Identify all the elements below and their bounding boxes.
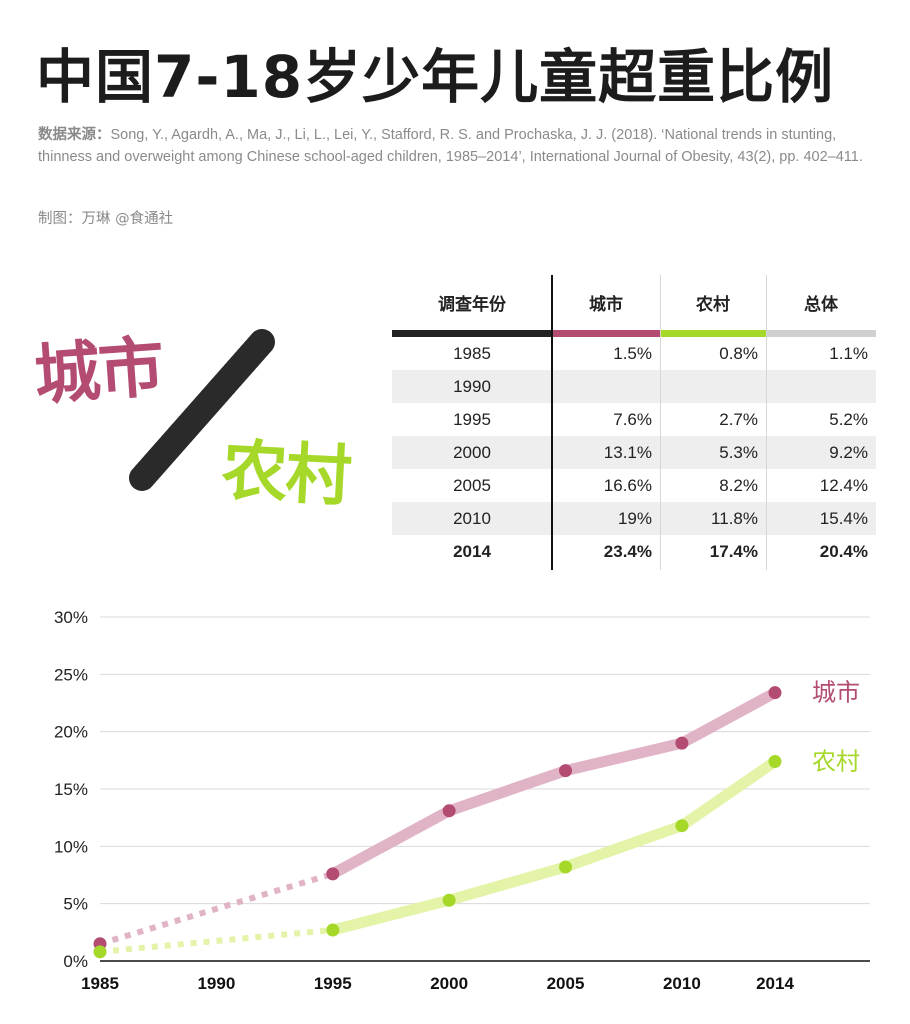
cell-urban: 7.6% — [613, 409, 652, 429]
page-title: 中国7-18岁少年儿童超重比例 — [36, 43, 835, 111]
series-line-dotted — [99, 870, 334, 947]
table-row: 2005 16.6% 8.2% 12.4% — [392, 469, 876, 502]
x-tick-label: 2005 — [547, 974, 585, 993]
y-tick-label: 15% — [54, 780, 88, 799]
y-tick-label: 30% — [54, 608, 88, 627]
cell-total: 15.4% — [819, 508, 868, 528]
data-point — [559, 764, 573, 778]
cell-urban: 1.5% — [613, 343, 652, 363]
header-year: 调查年份 — [438, 295, 506, 315]
table-divider — [660, 275, 661, 570]
data-point — [675, 736, 689, 750]
table-row: 2010 19% 11.8% 15.4% — [392, 502, 876, 535]
x-tick-label: 2014 — [756, 974, 794, 993]
table-row: 2000 13.1% 5.3% 9.2% — [392, 436, 876, 469]
line-chart: 0% 5% 10% 15% 20% 25% 30% 1985 1990 1995 2000 2005 2… — [54, 608, 870, 993]
cell-year: 1990 — [453, 376, 491, 396]
bar-total — [766, 330, 876, 337]
cell-total: 12.4% — [819, 475, 868, 495]
y-tick-label: 10% — [54, 837, 88, 856]
table-row: 1995 7.6% 2.7% 5.2% — [392, 403, 876, 436]
y-tick-label: 0% — [63, 952, 88, 971]
table-divider — [766, 275, 767, 570]
cell-year: 1995 — [453, 409, 491, 429]
data-point — [768, 754, 782, 768]
cell-year: 2010 — [453, 508, 491, 528]
data-point — [442, 804, 456, 818]
chart-credit: 制图：万琳 @食通社 — [38, 211, 174, 227]
data-source-text: Song, Y., Agardh, A., Ma, J., Li, L., Le… — [38, 127, 863, 165]
cell-total: 5.2% — [829, 409, 868, 429]
cell-rural: 5.3% — [719, 442, 758, 462]
cell-rural: 2.7% — [719, 409, 758, 429]
x-tick-label: 2000 — [430, 974, 468, 993]
cell-urban: 19% — [617, 508, 652, 528]
table-divider — [551, 275, 553, 570]
table-header: 调查年份 城市 农村 总体 — [392, 275, 876, 330]
series-line-dotted — [99, 927, 334, 955]
data-table: 调查年份 城市 农村 总体 1985 1.5% 0.8% 1.1% 1990 1… — [392, 275, 876, 570]
cell-total: 1.1% — [829, 343, 868, 363]
cell-rural: 0.8% — [719, 343, 758, 363]
x-tick-label: 1995 — [314, 974, 352, 993]
data-source-label: 数据来源： — [38, 127, 111, 143]
table-row: 2014 23.4% 17.4% 20.4% — [392, 535, 876, 568]
cell-year: 2014 — [453, 541, 491, 561]
data-point — [559, 860, 573, 874]
cell-rural: 8.2% — [719, 475, 758, 495]
x-tick-label: 1990 — [197, 974, 235, 993]
header-urban: 城市 — [589, 295, 623, 315]
header-color-bars — [392, 330, 876, 337]
data-source: 数据来源：Song, Y., Agardh, A., Ma, J., Li, L… — [38, 124, 876, 168]
header-rural: 农村 — [696, 295, 730, 315]
y-tick-label: 20% — [54, 723, 88, 742]
decorative-slash-icon — [129, 329, 275, 491]
data-point — [326, 923, 340, 937]
decorative-rural-label: 农村 — [219, 431, 352, 516]
cell-urban: 13.1% — [603, 442, 652, 462]
cell-total: 20.4% — [819, 541, 868, 561]
cell-total: 9.2% — [829, 442, 868, 462]
x-tick-label: 1985 — [81, 974, 119, 993]
data-point — [93, 945, 107, 959]
y-tick-label: 25% — [54, 665, 88, 684]
cell-year: 2000 — [453, 442, 491, 462]
cell-year: 1985 — [453, 343, 491, 363]
cell-year: 2005 — [453, 475, 491, 495]
data-point — [675, 819, 689, 833]
cell-rural: 17.4% — [709, 541, 758, 561]
series-label: 农村 — [812, 748, 860, 775]
table-row: 1985 1.5% 0.8% 1.1% — [392, 337, 876, 370]
cell-urban: 23.4% — [603, 541, 652, 561]
header-total: 总体 — [804, 295, 838, 315]
x-tick-label: 2010 — [663, 974, 701, 993]
series-line — [327, 755, 781, 936]
data-point — [326, 867, 340, 881]
cell-urban: 16.6% — [603, 475, 652, 495]
bar-year — [392, 330, 552, 337]
table-row: 1990 — [392, 370, 876, 403]
data-point — [768, 686, 782, 700]
data-point — [442, 893, 456, 907]
bar-rural — [660, 330, 766, 337]
cell-rural: 11.8% — [711, 508, 758, 528]
bar-urban — [552, 330, 660, 337]
y-tick-label: 5% — [63, 895, 88, 914]
series-label: 城市 — [812, 680, 860, 707]
